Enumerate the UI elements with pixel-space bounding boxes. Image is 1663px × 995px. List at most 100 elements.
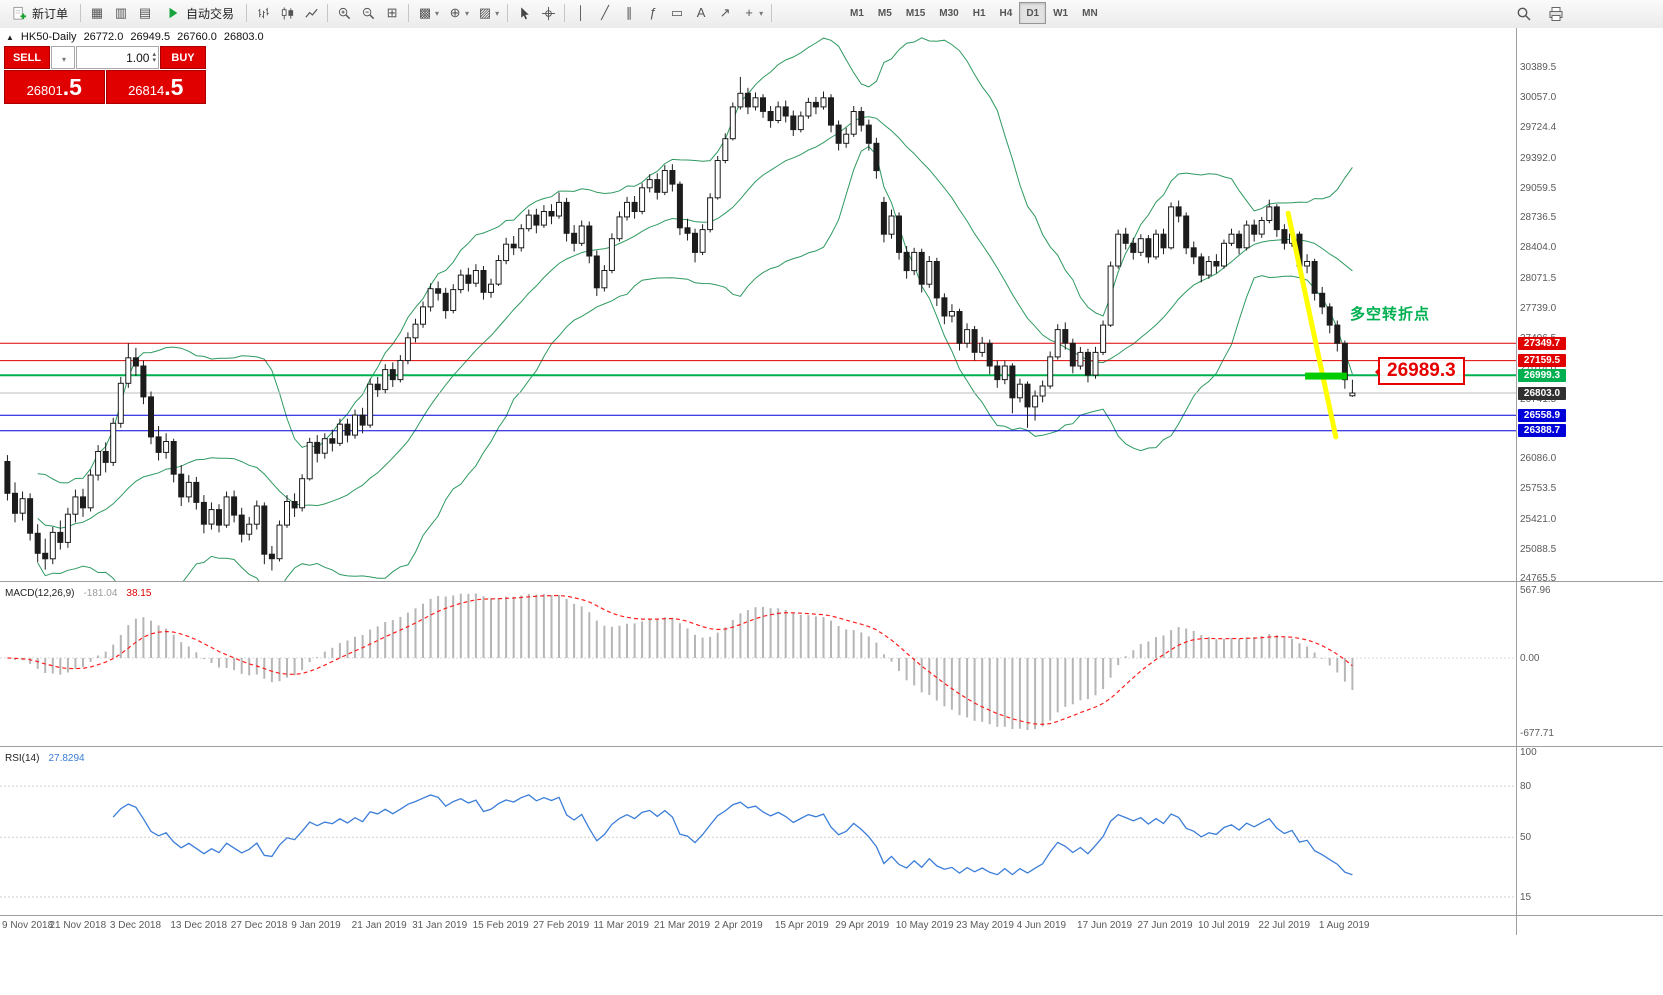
candle-body xyxy=(699,229,706,253)
volume-dropdown[interactable]: ▾ xyxy=(51,46,75,69)
text-label-button[interactable]: A xyxy=(690,2,712,24)
price-tick: 29392.0 xyxy=(1520,152,1557,164)
buy-button[interactable]: BUY xyxy=(160,46,206,69)
toolbar-separator xyxy=(507,4,509,22)
market-watch-button[interactable]: ▤ xyxy=(134,2,156,24)
candle-body xyxy=(1190,247,1197,258)
new-chart-button[interactable]: ▩ ▾ xyxy=(414,2,442,24)
candle-body xyxy=(374,383,381,391)
price-tag: 26999.3 xyxy=(1518,368,1566,382)
timeframe-h1-button[interactable]: H1 xyxy=(966,2,993,24)
vertical-line-button[interactable]: │ xyxy=(570,2,592,24)
level-highlight[interactable] xyxy=(1305,372,1347,380)
turning-point-label[interactable]: 多空转折点 xyxy=(1350,306,1431,323)
timeframe-w1-button[interactable]: W1 xyxy=(1046,2,1075,24)
macd-tick: 0.00 xyxy=(1520,653,1540,664)
timeframe-h4-button[interactable]: H4 xyxy=(993,2,1020,24)
draw-tools-button[interactable]: + ▾ xyxy=(738,2,766,24)
navigator-button[interactable]: ⊕ ▾ xyxy=(444,2,472,24)
candle-body xyxy=(382,369,389,391)
stepper-up-icon[interactable]: ▴ xyxy=(152,50,156,58)
date-label: 10 Jul 2019 xyxy=(1197,920,1250,931)
candle-body xyxy=(828,97,834,126)
autotrading-button[interactable]: 自动交易 xyxy=(158,2,241,24)
candle-body xyxy=(253,505,260,525)
candle-body xyxy=(1221,242,1227,267)
print-button[interactable] xyxy=(1545,3,1567,25)
trend-line[interactable] xyxy=(1285,210,1339,440)
candle-body xyxy=(435,288,442,294)
candlestick-chart-button[interactable] xyxy=(276,2,298,24)
candle-body xyxy=(767,111,774,122)
candle-body xyxy=(223,496,230,526)
panel-separator[interactable] xyxy=(0,746,1663,747)
timeframe-m1-button[interactable]: M1 xyxy=(843,2,871,24)
new-order-button[interactable]: 新订单 xyxy=(4,2,75,24)
crosshair-button[interactable] xyxy=(537,2,559,24)
panel-separator[interactable] xyxy=(0,581,1663,582)
candle-body xyxy=(80,496,86,509)
candle-body xyxy=(12,492,18,514)
candle-body xyxy=(268,553,275,560)
sell-button[interactable]: SELL xyxy=(4,46,50,69)
candle-body xyxy=(299,478,306,509)
candle-body xyxy=(593,255,600,289)
candle-body xyxy=(1016,383,1023,399)
tile-windows-button[interactable]: ⊞ xyxy=(381,2,403,24)
candle-body xyxy=(888,215,895,235)
price-axis[interactable]: 30389.5 30057.0 29724.4 29392.0 29059.5 28736… xyxy=(1518,28,1660,584)
timeframe-m15-button[interactable]: M15 xyxy=(899,2,932,24)
date-label: 17 Jun 2019 xyxy=(1077,920,1133,931)
trendline-button[interactable]: ╱ xyxy=(594,2,616,24)
shapes-button[interactable]: ▭ xyxy=(666,2,688,24)
candle-body xyxy=(654,179,661,193)
line-chart-button[interactable] xyxy=(300,2,322,24)
candle-body xyxy=(684,227,691,234)
charts-window-button[interactable]: ▦ xyxy=(86,2,108,24)
price-callout[interactable]: 26989.3 xyxy=(1375,357,1465,385)
price-chart[interactable] xyxy=(0,28,1516,581)
channel-button[interactable]: ∥ xyxy=(618,2,640,24)
date-label: 21 Jan 2019 xyxy=(351,920,407,931)
date-label: 10 May 2019 xyxy=(895,920,954,931)
candle-body xyxy=(314,441,321,454)
price-tick: 29724.4 xyxy=(1520,122,1557,134)
timeframe-m5-button[interactable]: M5 xyxy=(871,2,899,24)
rsi-chart[interactable] xyxy=(0,749,1516,915)
price-tick: 25753.5 xyxy=(1520,483,1557,495)
buy-price-button[interactable]: 26814.5 xyxy=(105,70,206,104)
candle-body xyxy=(525,214,532,230)
macd-chart[interactable] xyxy=(0,584,1516,745)
autotrading-label: 自动交易 xyxy=(186,6,235,21)
candle-body xyxy=(1062,329,1069,344)
date-axis[interactable]: 9 Nov 2018 21 Nov 2018 3 Dec 2018 13 Dec 20… xyxy=(0,917,1516,935)
macd-axis[interactable]: 567.96 0.00 -677.71 xyxy=(1518,584,1660,745)
timeframe-m30-button[interactable]: M30 xyxy=(932,2,965,24)
cursor-button[interactable] xyxy=(513,2,535,24)
candle-body xyxy=(608,238,615,271)
rsi-axis[interactable]: 100 80 50 15 xyxy=(1518,747,1660,915)
candle-body xyxy=(19,498,26,514)
fibonacci-button[interactable]: ƒ xyxy=(642,2,664,24)
candle-body xyxy=(1213,261,1220,267)
price-tag: 27159.5 xyxy=(1518,354,1566,368)
price-tick: 30389.5 xyxy=(1520,61,1557,73)
up-triangle-icon: ▲ xyxy=(6,32,14,42)
date-label: 23 May 2019 xyxy=(956,920,1014,931)
zoom-in-button[interactable] xyxy=(333,2,355,24)
volume-input[interactable]: 1.00 ▴ ▾ xyxy=(76,46,159,69)
search-button[interactable] xyxy=(1513,3,1535,25)
sell-price-button[interactable]: 26801.5 xyxy=(4,70,105,104)
timeframe-mn-button[interactable]: MN xyxy=(1075,2,1105,24)
arrow-tool-button[interactable]: ↗ xyxy=(714,2,736,24)
timeframe-d1-button[interactable]: D1 xyxy=(1019,2,1047,24)
stepper-down-icon[interactable]: ▾ xyxy=(152,56,156,64)
profiles-button[interactable]: ▥ xyxy=(110,2,132,24)
bar-chart-button[interactable] xyxy=(252,2,274,24)
zoom-out-button[interactable] xyxy=(357,2,379,24)
templates-button[interactable]: ▨ ▾ xyxy=(474,2,502,24)
volume-stepper[interactable]: ▴ ▾ xyxy=(152,50,156,64)
candle-body xyxy=(1319,292,1326,308)
date-label: 27 Jun 2019 xyxy=(1137,920,1193,931)
bar-chart-icon xyxy=(255,5,271,21)
